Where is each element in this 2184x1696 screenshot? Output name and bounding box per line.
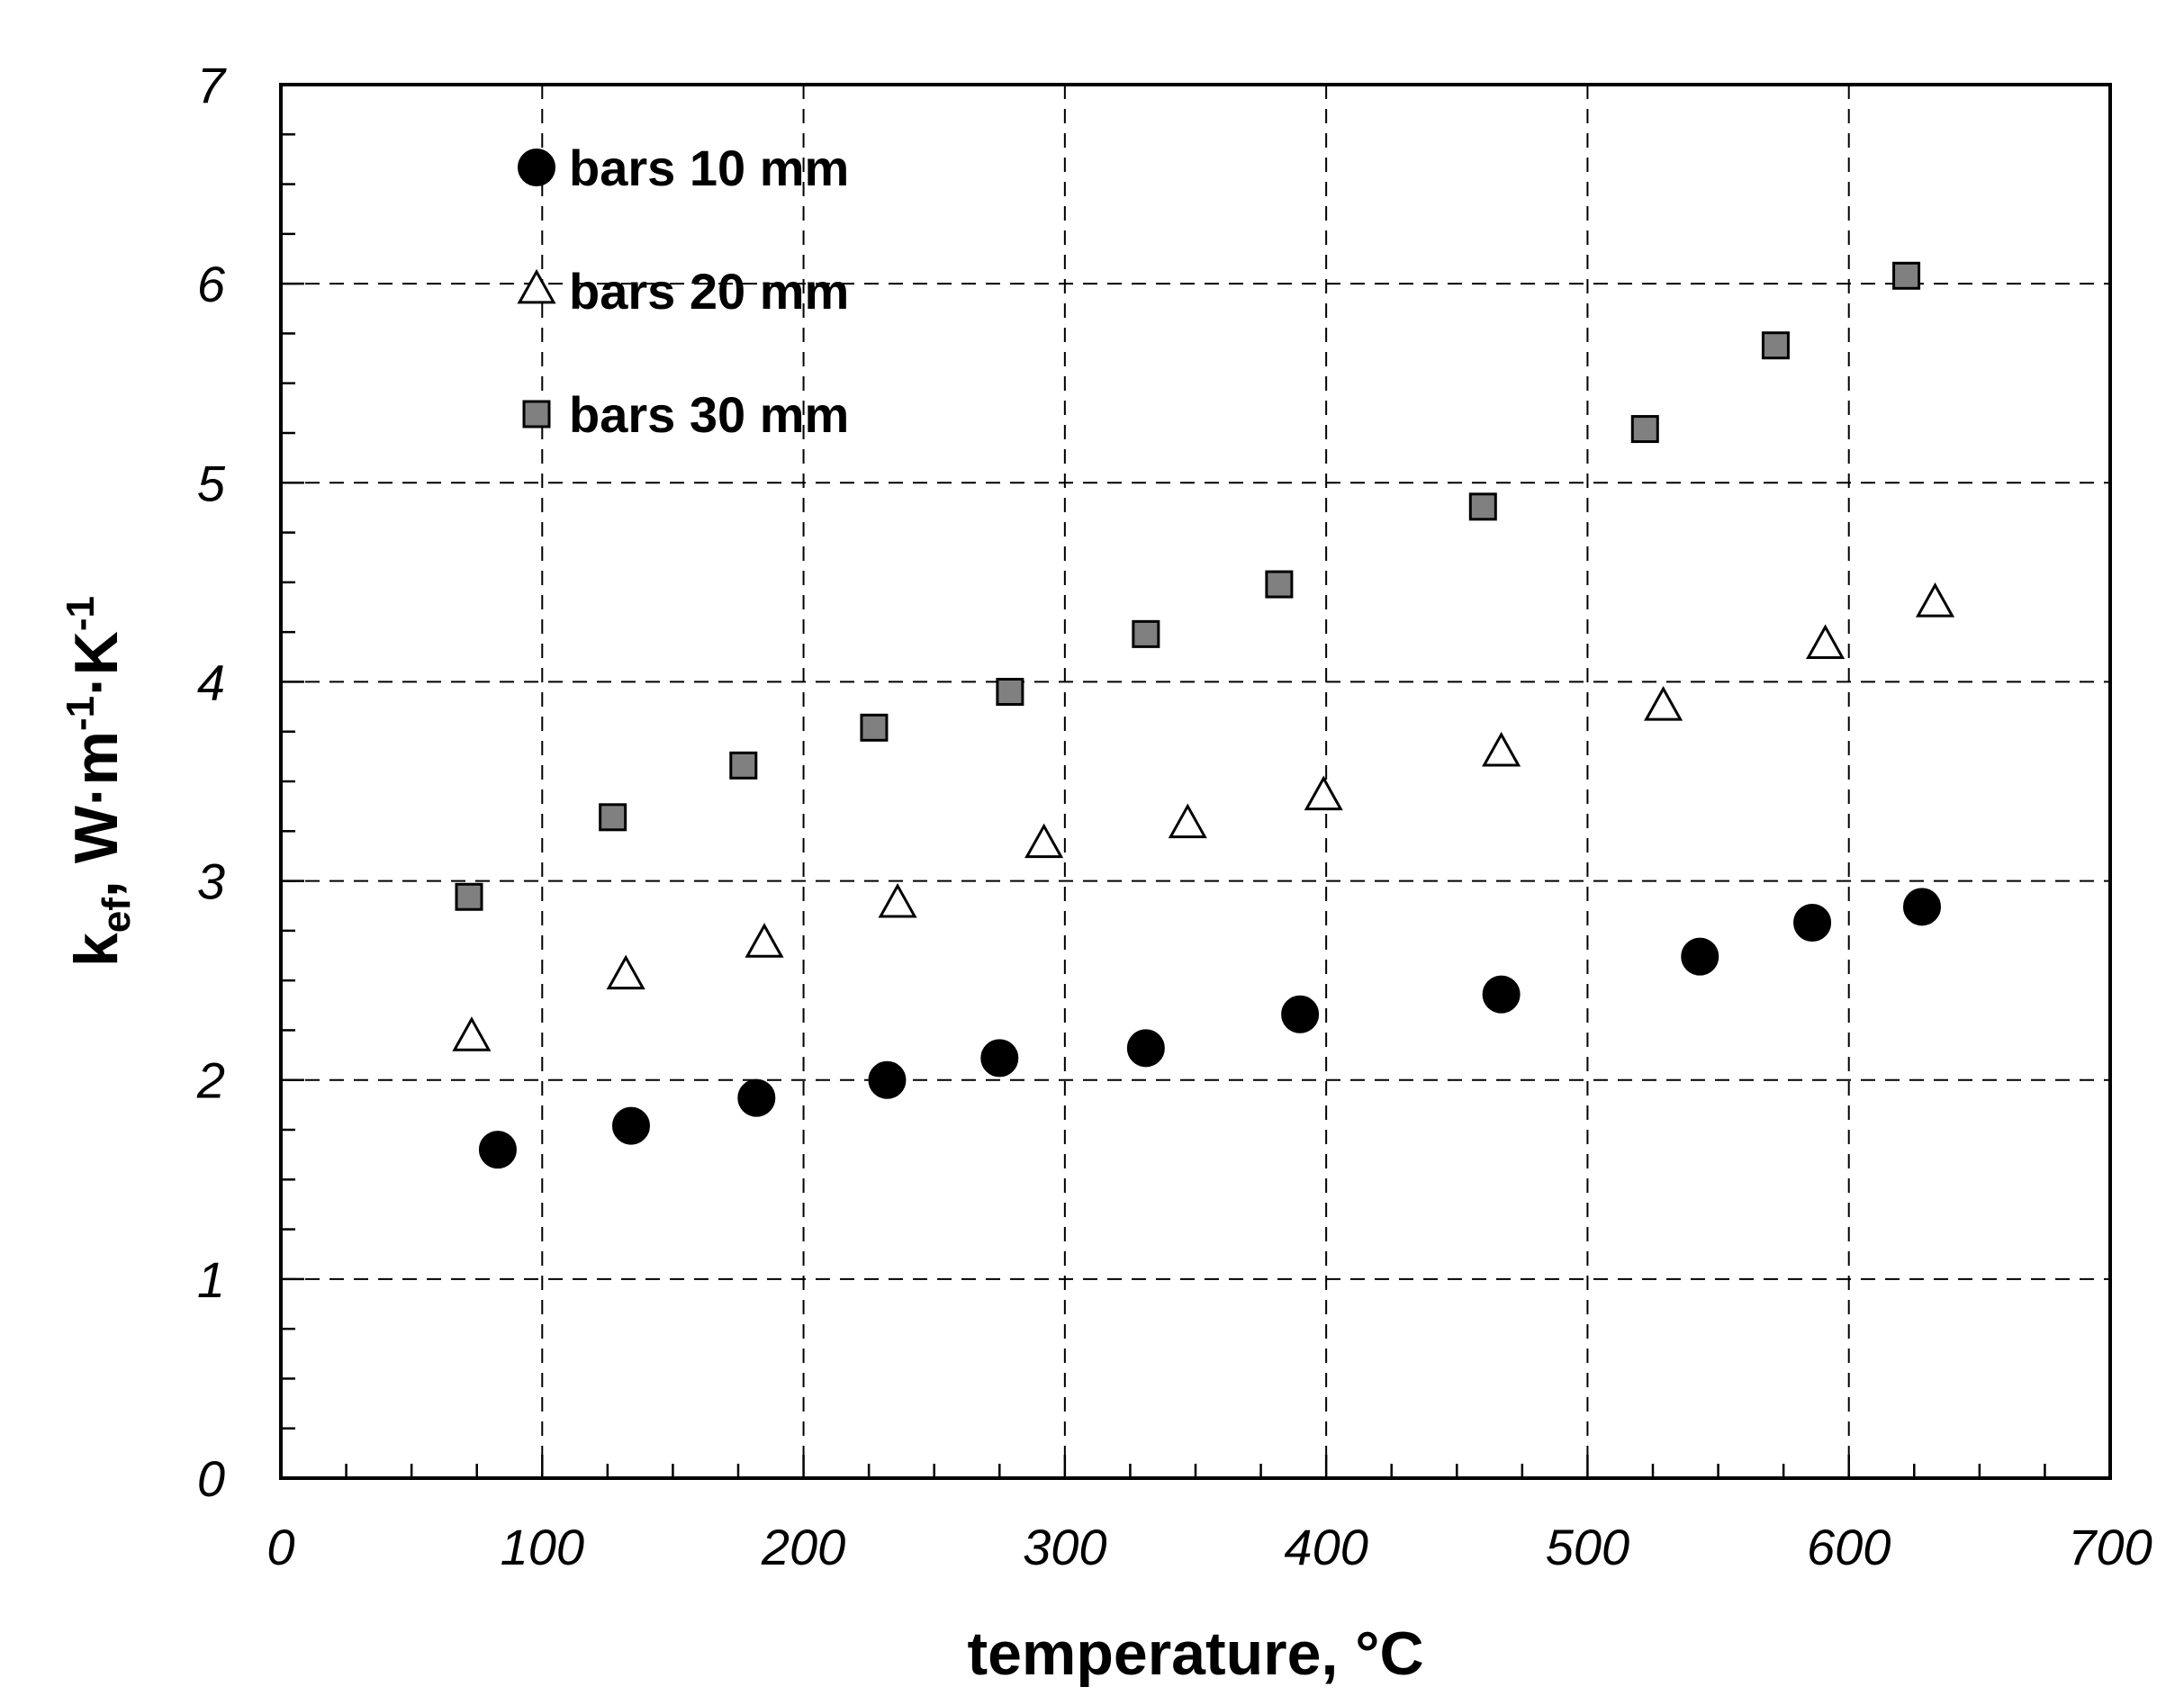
point-bars-10-mm: [1902, 888, 1941, 926]
legend-label-bars-20-mm: bars 20 mm: [569, 263, 849, 320]
y-tick-label: 3: [197, 853, 225, 910]
y-tick-label: 0: [197, 1450, 225, 1507]
legend-marker-bars-30-mm: [522, 400, 551, 429]
point-bars-20-mm: [1806, 624, 1846, 660]
point-bars-30-mm: [729, 751, 758, 780]
x-tick-label: 700: [2068, 1519, 2152, 1575]
point-bars-20-mm: [1915, 582, 1955, 618]
point-bars-20-mm: [1482, 731, 1521, 767]
point-bars-20-mm: [1024, 823, 1064, 859]
y-tick-labels: 0 1 2 3 4 5 6 7: [196, 57, 227, 1507]
point-bars-20-mm: [878, 882, 917, 918]
legend-marker-bars-10-mm: [518, 149, 555, 186]
legend-label-bars-30-mm: bars 30 mm: [569, 386, 849, 443]
y-tick-label: 4: [197, 654, 225, 710]
y-axis-title-part1: , W·m: [62, 731, 131, 898]
plot-frame: [279, 83, 2112, 1480]
point-bars-30-mm: [1132, 619, 1160, 648]
point-bars-20-mm: [745, 923, 784, 958]
point-bars-30-mm: [860, 713, 889, 742]
point-bars-20-mm: [606, 954, 645, 990]
legend-marker-bars-20-mm: [517, 268, 556, 304]
point-bars-10-mm: [1681, 937, 1719, 976]
point-bars-20-mm: [452, 1016, 492, 1051]
point-bars-10-mm: [1281, 995, 1320, 1033]
point-bars-10-mm: [1126, 1029, 1165, 1068]
point-bars-30-mm: [1265, 570, 1294, 599]
point-bars-30-mm: [1468, 492, 1497, 521]
grid-lines: [281, 85, 2110, 1478]
point-bars-30-mm: [996, 677, 1024, 706]
point-bars-30-mm: [1630, 415, 1659, 444]
point-bars-10-mm: [611, 1106, 650, 1145]
point-bars-10-mm: [478, 1131, 517, 1169]
x-tick-label: 100: [501, 1519, 584, 1575]
y-tick-label: 5: [197, 455, 226, 511]
y-axis-title: kef, W·m-1·K-1: [59, 596, 139, 967]
y-axis-title-k: k: [62, 933, 131, 967]
y-axis-title-sup2: -1: [59, 596, 103, 631]
y-axis-title-part2: ·K: [62, 631, 131, 696]
point-bars-10-mm: [1482, 975, 1521, 1014]
y-tick-label: 2: [196, 1052, 225, 1109]
y-axis-title-sup1: -1: [59, 696, 103, 731]
point-bars-30-mm: [1892, 261, 1921, 290]
point-bars-10-mm: [737, 1078, 776, 1117]
x-tick-label: 200: [761, 1519, 845, 1575]
y-axis-title-sub: ef: [95, 898, 139, 933]
y-tick-label: 6: [197, 256, 226, 312]
point-bars-10-mm: [868, 1060, 907, 1099]
y-tick-label: 7: [197, 57, 227, 113]
point-bars-30-mm: [1761, 331, 1790, 360]
x-tick-labels: 0 100 200 300 400 500 600 700: [266, 1519, 2152, 1575]
point-bars-20-mm: [1644, 686, 1683, 721]
x-tick-label: 300: [1023, 1519, 1106, 1575]
y-tick-label: 1: [197, 1251, 225, 1308]
point-bars-20-mm: [1168, 803, 1207, 839]
x-tick-label: 500: [1546, 1519, 1629, 1575]
point-bars-30-mm: [599, 803, 627, 832]
x-tick-label: 400: [1284, 1519, 1367, 1575]
legend-label-bars-10-mm: bars 10 mm: [569, 140, 849, 196]
x-tick-label: 600: [1807, 1519, 1891, 1575]
point-bars-10-mm: [980, 1039, 1019, 1078]
point-bars-10-mm: [1793, 904, 1832, 943]
x-axis-title: temperature, °C: [967, 1619, 1423, 1688]
legend: bars 10 mm bars 20 mm bars 30 mm: [517, 140, 849, 443]
data-points: [452, 261, 1955, 1169]
point-bars-30-mm: [455, 882, 483, 911]
point-bars-20-mm: [1304, 775, 1343, 811]
x-tick-label: 0: [266, 1519, 294, 1575]
